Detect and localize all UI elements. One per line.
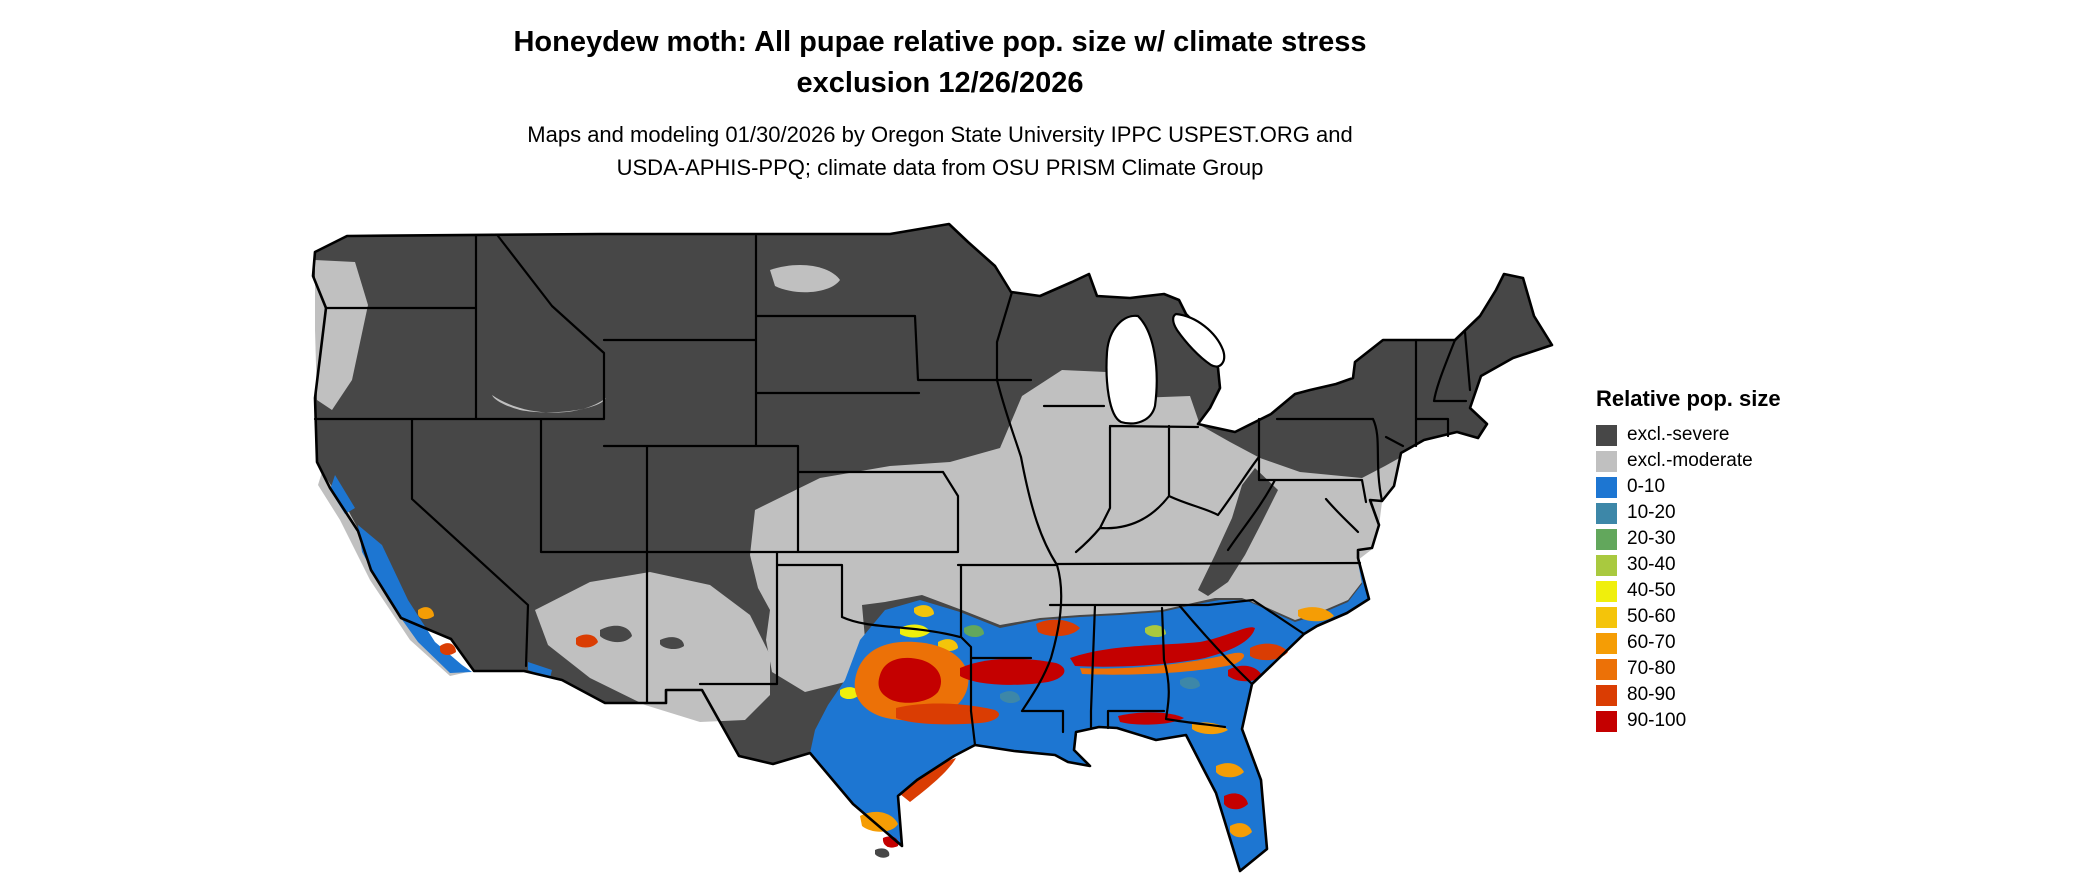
region-pop-80-90 [1250, 643, 1288, 661]
subtitle-line1: Maps and modeling 01/30/2026 by Oregon S… [527, 122, 1353, 147]
legend-entry-label: 90-100 [1627, 710, 1687, 731]
legend-entries: excl.-severe excl.-moderate 0-10 10-20 20-30… [1596, 422, 1781, 734]
legend-swatch [1596, 476, 1617, 498]
region-excl-moderate [492, 395, 606, 413]
region-pop-0-10 [358, 525, 472, 673]
legend-entry: excl.-moderate [1596, 448, 1781, 474]
region-pop-70-80 [1080, 652, 1245, 675]
page-title-line2: exclusion 12/26/2026 [796, 67, 1084, 99]
legend-swatch [1596, 424, 1617, 446]
legend-entry: 20-30 [1596, 526, 1781, 552]
legend-entry-label: 40-50 [1627, 580, 1676, 601]
legend-swatch [1596, 632, 1617, 654]
legend-swatch [1596, 450, 1617, 472]
region-excl-moderate [750, 370, 1401, 692]
subtitle: Maps and modeling 01/30/2026 by Oregon S… [0, 118, 1880, 184]
lake-huron [1172, 312, 1226, 368]
region-pop-20-30 [964, 625, 984, 638]
region-pop-0-10 [330, 475, 355, 514]
region-excl-severe [660, 637, 684, 650]
region-pop-0-10 [528, 662, 552, 678]
legend-entry-label: 10-20 [1627, 502, 1676, 523]
region-pop-80-90 [896, 703, 1000, 725]
great-lakes [1105, 312, 1226, 425]
legend-swatch [1596, 580, 1617, 602]
legend-entry-label: excl.-severe [1627, 424, 1730, 445]
state-borders-central [995, 290, 1362, 734]
legend-entry: 80-90 [1596, 682, 1781, 708]
legend-swatch [1596, 528, 1617, 550]
region-pop-10-20 [1000, 691, 1020, 704]
region-excl-moderate [770, 265, 840, 293]
region-pop-80-90 [900, 758, 956, 802]
legend-title: Relative pop. size [1596, 386, 1781, 411]
legend-swatch [1596, 606, 1617, 628]
legend-swatch [1596, 658, 1617, 680]
legend-entry-label: 50-60 [1627, 606, 1676, 627]
state-borders-west [313, 234, 1059, 747]
legend-entry-label: 20-30 [1627, 528, 1676, 549]
subtitle-line2: USDA-APHIS-PPQ; climate data from OSU PR… [616, 155, 1264, 180]
region-pop-90-100 [1224, 793, 1248, 810]
legend-entry-label: 70-80 [1627, 658, 1676, 679]
legend-entry-label: 60-70 [1627, 632, 1676, 653]
legend-swatch [1596, 684, 1617, 706]
pop-mid-regions [840, 605, 1200, 704]
legend-swatch [1596, 710, 1617, 732]
legend-swatch [1596, 554, 1617, 576]
region-excl-severe [875, 848, 890, 858]
lake-michigan [1105, 314, 1158, 425]
legend-entry: 70-80 [1596, 656, 1781, 682]
region-pop-90-100 [960, 658, 1065, 685]
legend-entry-label: excl.-moderate [1627, 450, 1753, 471]
region-excl-moderate [315, 260, 368, 410]
legend: Relative pop. size excl.-severe excl.-mod… [1596, 386, 1781, 734]
legend-entry-label: 0-10 [1627, 476, 1666, 497]
region-pop-60-70 [418, 607, 434, 620]
region-pop-50-60 [914, 605, 934, 618]
legend-entry-label: 80-90 [1627, 684, 1676, 705]
pop-high-regions [418, 607, 1334, 848]
region-pop-60-70 [1230, 823, 1252, 838]
region-pop-10-20 [1180, 677, 1200, 690]
legend-entry: 50-60 [1596, 604, 1781, 630]
region-pop-30-40 [1145, 625, 1166, 638]
state-borders-east [1226, 330, 1472, 552]
region-excl-severe [600, 625, 632, 643]
region-pop-60-70 [1216, 763, 1244, 778]
region-pop-80-90 [440, 643, 456, 656]
region-pop-40-50 [840, 687, 859, 700]
legend-entry: 10-20 [1596, 500, 1781, 526]
header: Honeydew moth: All pupae relative pop. s… [0, 22, 1880, 184]
legend-entry: excl.-severe [1596, 422, 1781, 448]
legend-entry-label: 30-40 [1627, 554, 1676, 575]
legend-entry: 40-50 [1596, 578, 1781, 604]
us-distribution-map [311, 222, 1554, 873]
legend-entry: 60-70 [1596, 630, 1781, 656]
region-pop-90-100 [878, 657, 942, 703]
page-title-line1: Honeydew moth: All pupae relative pop. s… [513, 26, 1367, 58]
legend-entry: 0-10 [1596, 474, 1781, 500]
legend-entry: 90-100 [1596, 708, 1781, 734]
region-pop-60-70 [1298, 607, 1334, 622]
legend-entry: 30-40 [1596, 552, 1781, 578]
region-pop-80-90 [576, 634, 598, 648]
legend-swatch [1596, 502, 1617, 524]
